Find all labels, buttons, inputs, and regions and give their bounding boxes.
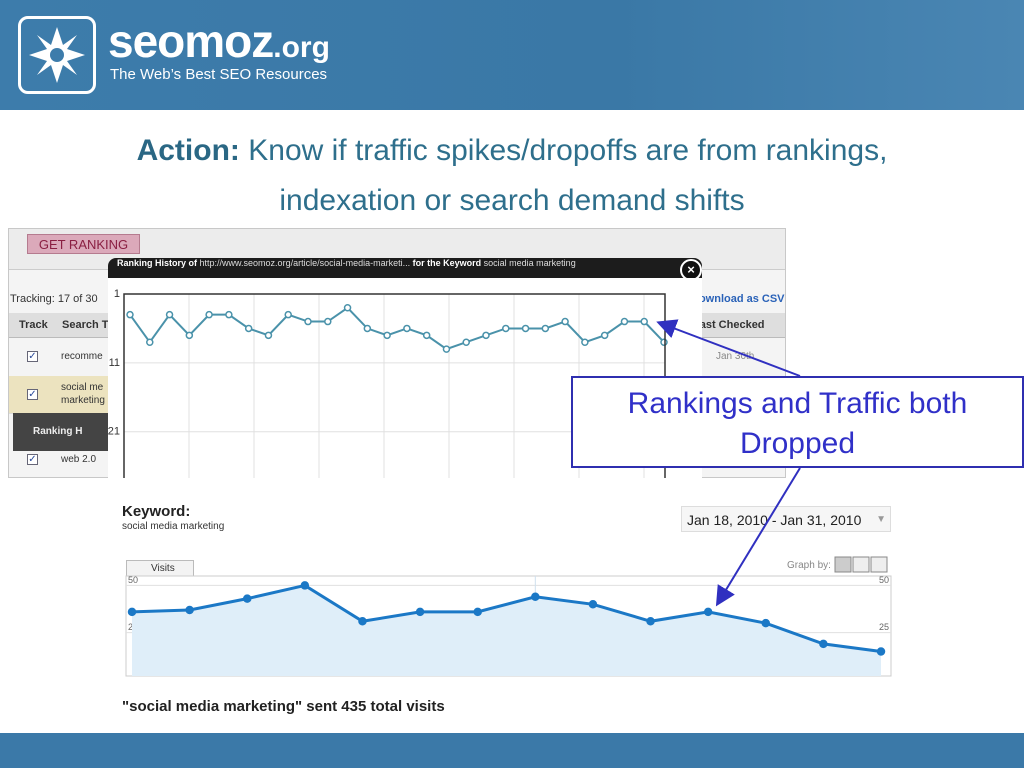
point — [300, 581, 310, 590]
checkbox[interactable]: ✓ — [27, 454, 38, 465]
point — [473, 607, 482, 617]
header: seomoz.org The Web’s Best SEO Resources — [0, 0, 1024, 110]
point — [819, 639, 828, 649]
y-tick-label: 50 — [879, 575, 889, 585]
get-ranking-button[interactable]: GET RANKING — [27, 234, 140, 254]
point — [462, 338, 470, 346]
graph-by-buttons[interactable] — [834, 556, 892, 574]
column-header: Track — [19, 319, 48, 331]
download-link[interactable]: Download as CSV — [691, 293, 785, 305]
point — [703, 607, 713, 617]
title-text: indexation or search demand shifts — [279, 184, 745, 217]
keyword: social media marketing — [122, 521, 225, 532]
dropdown-caret: ▼ — [876, 514, 886, 525]
point — [225, 310, 233, 319]
point — [640, 317, 648, 326]
keyword-cell: social me — [61, 382, 104, 393]
y-tick-label: 25 — [879, 622, 889, 632]
checkbox[interactable]: ✓ — [27, 389, 38, 400]
point — [264, 331, 273, 340]
point — [127, 607, 137, 617]
point — [521, 324, 530, 333]
point — [761, 618, 771, 628]
table-row: ✓ web 2.0 — [9, 451, 785, 477]
point — [561, 317, 569, 326]
title-line: Action: Know if traffic spikes/dropoffs … — [0, 126, 1024, 176]
point — [422, 331, 431, 340]
line — [129, 306, 665, 351]
metric-name: Visits — [151, 563, 175, 574]
title-action: Action: — [136, 134, 240, 167]
column-header: Last Checked — [693, 319, 765, 331]
point — [660, 338, 668, 346]
point — [442, 345, 451, 353]
point — [646, 617, 655, 626]
area — [132, 585, 881, 676]
point — [126, 310, 134, 319]
point — [324, 317, 332, 326]
point — [304, 317, 312, 326]
keyword-cell: marketing — [61, 395, 105, 406]
point — [343, 304, 352, 312]
point — [482, 331, 490, 340]
point — [620, 317, 629, 326]
metric-tab[interactable]: Visits — [126, 560, 194, 576]
last-checked: Jan 30th — [716, 351, 755, 362]
visits-summary: "social media marketing" sent 435 total … — [122, 698, 445, 715]
tagline: The Web’s Best SEO Resources — [110, 66, 328, 83]
keyword-cell: web 2.0 — [61, 454, 97, 465]
point — [876, 647, 886, 656]
keyword-cell: recomme — [61, 351, 103, 362]
y-tick-label: 21 — [108, 426, 120, 438]
popup-title: Ranking History of http://www.seomoz.org… — [108, 258, 702, 278]
logo-icon — [18, 16, 96, 94]
point — [146, 338, 154, 346]
popup-prefix: Ranking History of — [117, 258, 198, 268]
graph-by-label: Graph by: — [787, 560, 831, 571]
point — [284, 310, 292, 319]
point — [205, 310, 213, 319]
point — [185, 331, 194, 340]
point — [358, 617, 367, 626]
point — [502, 324, 510, 333]
point — [588, 600, 598, 609]
slide-title: Action: Know if traffic spikes/dropoffs … — [0, 126, 1024, 226]
visits-chart: 25255050Jan 18Jan 25 — [125, 575, 892, 677]
line — [131, 583, 882, 653]
point — [244, 324, 253, 333]
popup-keyword: social media marketing — [483, 258, 576, 268]
tooltip: Ranking H — [13, 413, 109, 451]
point — [531, 592, 540, 602]
tracking-count: Tracking: 17 of 30 — [10, 293, 98, 305]
point — [165, 310, 174, 319]
point — [363, 324, 372, 333]
logo-suffix: .org — [273, 31, 330, 64]
y-tick-label: 11 — [109, 357, 120, 369]
checkbox[interactable]: ✓ — [27, 351, 38, 362]
point — [403, 324, 411, 333]
point — [581, 338, 589, 346]
point — [242, 594, 252, 603]
popup-url: http://www.seomoz.org/article/social-med… — [199, 258, 411, 268]
keyword-label: Keyword: — [122, 503, 191, 520]
callout: Rankings and Traffic both Dropped — [571, 376, 1024, 468]
point — [600, 331, 609, 340]
point — [415, 607, 425, 617]
y-tick-label: 1 — [114, 288, 120, 300]
logo-name: seomoz — [108, 15, 274, 67]
logo-star — [29, 27, 85, 83]
point — [185, 605, 194, 615]
footer — [0, 733, 1024, 768]
column-header: Search T — [62, 319, 109, 331]
logo-text: seomoz.org — [108, 14, 330, 68]
point — [541, 324, 550, 333]
y-tick-label: 50 — [128, 575, 138, 585]
point — [383, 331, 391, 340]
popup-middle: for the Keyword — [412, 258, 482, 268]
title-text: Know if traffic spikes/dropoffs are from… — [248, 134, 888, 167]
